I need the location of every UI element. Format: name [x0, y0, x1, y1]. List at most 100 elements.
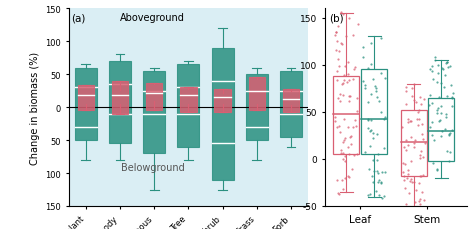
- Point: [401, 187, 408, 190]
- Point: [335, 124, 343, 128]
- Point: [406, 120, 414, 123]
- Point: [441, 74, 448, 77]
- Point: [361, 84, 369, 88]
- Point: [433, 81, 440, 84]
- Point: [346, 78, 353, 82]
- Point: [377, 182, 384, 185]
- Point: [408, 180, 416, 184]
- Point: [354, 23, 361, 27]
- Point: [402, 149, 410, 152]
- Point: [403, 176, 410, 180]
- Point: [379, 196, 386, 200]
- Point: [346, 94, 353, 98]
- Point: [438, 82, 445, 85]
- Point: [346, 136, 354, 139]
- Text: Belowground: Belowground: [121, 163, 184, 173]
- Point: [426, 68, 433, 72]
- Point: [377, 37, 384, 41]
- Point: [359, 46, 366, 49]
- Point: [369, 174, 376, 178]
- Bar: [112, 81, 128, 114]
- Point: [344, 174, 352, 178]
- Point: [351, 118, 359, 122]
- Bar: [283, 90, 299, 113]
- Point: [400, 162, 407, 166]
- Point: [334, 191, 342, 194]
- Point: [332, 31, 339, 34]
- Point: [365, 119, 372, 123]
- Point: [448, 128, 456, 132]
- Point: [433, 168, 440, 172]
- Point: [340, 74, 348, 77]
- Point: [448, 105, 456, 108]
- Text: Aboveground: Aboveground: [120, 13, 185, 23]
- Point: [334, 79, 341, 83]
- Point: [350, 68, 358, 71]
- Point: [415, 199, 422, 203]
- Point: [370, 169, 377, 173]
- Point: [331, 34, 339, 38]
- Point: [402, 103, 410, 106]
- Point: [443, 95, 451, 99]
- Point: [375, 179, 383, 182]
- Point: [375, 100, 383, 104]
- Point: [339, 187, 347, 191]
- Bar: [214, 89, 231, 113]
- Point: [373, 189, 380, 193]
- Bar: [177, 65, 200, 147]
- Point: [402, 86, 410, 90]
- Point: [334, 58, 342, 62]
- Point: [339, 82, 346, 86]
- Point: [420, 98, 428, 102]
- Point: [409, 94, 416, 98]
- Point: [402, 90, 410, 94]
- Point: [420, 198, 428, 202]
- Point: [338, 83, 346, 87]
- Point: [442, 113, 450, 117]
- Point: [447, 84, 455, 88]
- Point: [438, 66, 446, 70]
- Point: [380, 117, 388, 121]
- Point: [441, 128, 449, 131]
- Point: [338, 43, 346, 46]
- Point: [438, 134, 445, 138]
- Point: [381, 194, 388, 198]
- Point: [342, 35, 350, 38]
- Point: [428, 102, 436, 106]
- Point: [405, 120, 412, 124]
- Point: [429, 78, 437, 81]
- Point: [417, 174, 424, 178]
- Point: [442, 116, 450, 120]
- Point: [372, 90, 380, 94]
- Point: [435, 119, 443, 123]
- Point: [366, 130, 374, 134]
- Bar: [109, 62, 131, 144]
- Point: [419, 155, 427, 159]
- Point: [337, 100, 344, 104]
- Point: [445, 134, 453, 137]
- Point: [332, 31, 340, 34]
- Point: [415, 118, 423, 122]
- Point: [361, 151, 369, 155]
- Bar: [143, 71, 165, 154]
- Point: [334, 97, 341, 100]
- Bar: [280, 71, 302, 137]
- Point: [374, 171, 382, 175]
- Point: [341, 65, 348, 68]
- Point: [369, 77, 376, 81]
- Point: [362, 87, 369, 90]
- Point: [337, 11, 345, 15]
- Point: [345, 152, 353, 156]
- Point: [354, 97, 361, 101]
- Point: [381, 147, 388, 150]
- Point: [399, 170, 406, 174]
- Point: [401, 179, 408, 182]
- Point: [341, 177, 349, 180]
- Point: [417, 102, 425, 106]
- Point: [336, 50, 343, 54]
- Text: (a): (a): [71, 13, 85, 23]
- Point: [416, 95, 423, 99]
- Point: [350, 154, 358, 157]
- Point: [341, 136, 349, 140]
- Point: [445, 159, 452, 163]
